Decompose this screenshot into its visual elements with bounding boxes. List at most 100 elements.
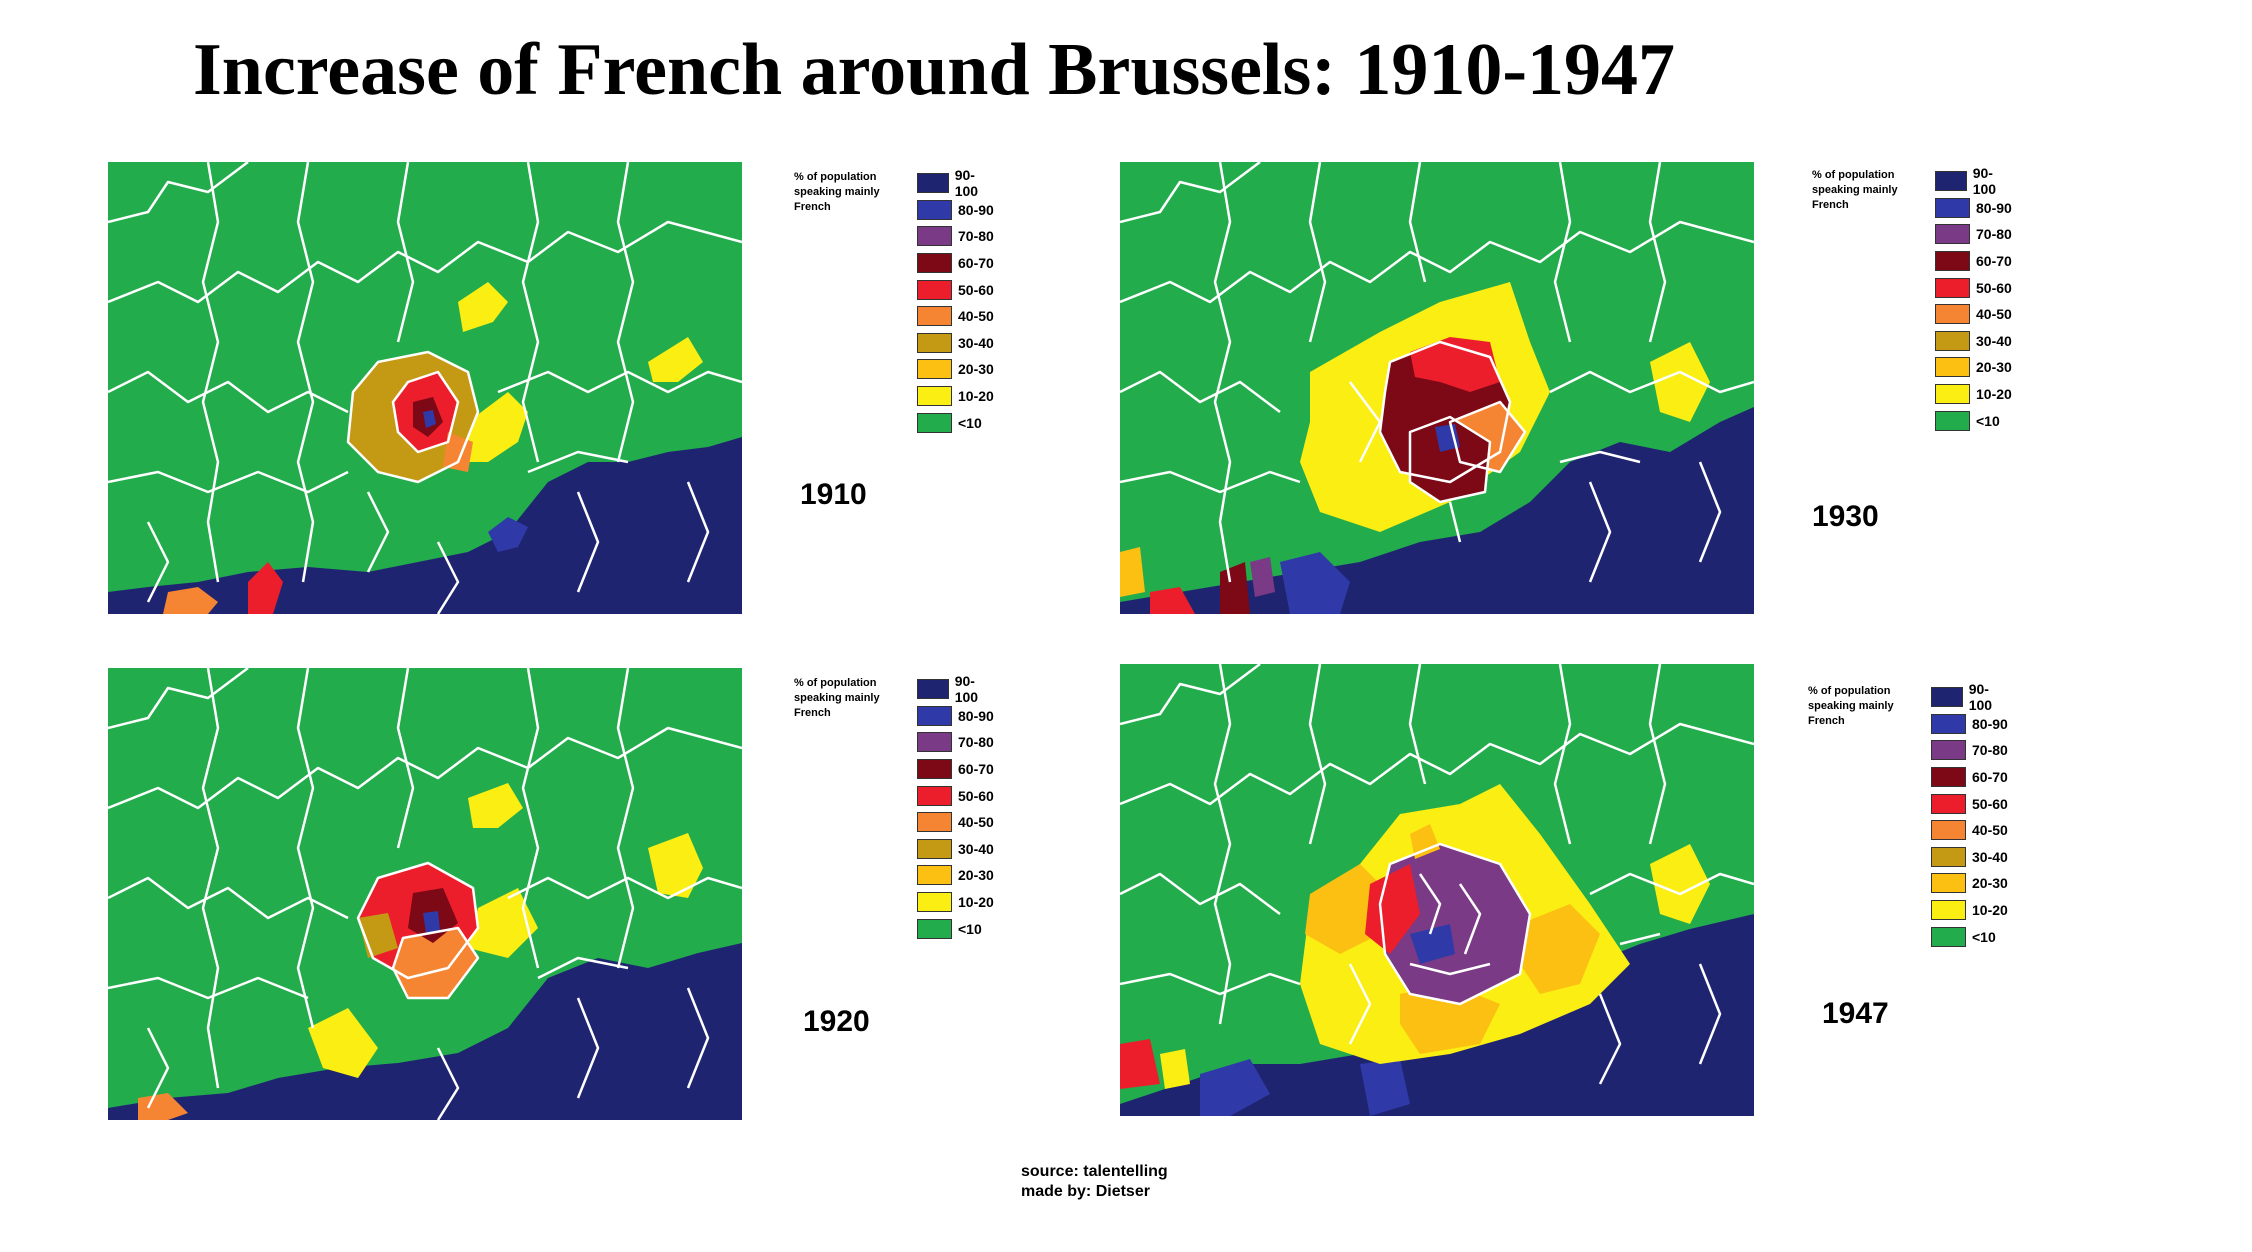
legend-item: 40-50 [1935,301,2012,328]
legend-swatch [917,812,952,833]
map-1930-svg [1120,162,1754,614]
municipal-borders [1120,664,1754,1085]
municipal-borders [1120,162,1754,583]
legend-1930: % of population speaking mainly French 9… [1812,165,2012,431]
legend-label: 10-20 [1972,902,2008,919]
legend-label: 80-90 [1972,715,2008,732]
legend-item: 10-20 [917,889,994,916]
legend-label: 90-100 [954,167,979,200]
region-yellow-north [468,783,523,828]
legend-swatch [1935,171,1967,192]
region-core [423,911,440,933]
legend-swatch [917,892,952,913]
legend-item: 60-70 [1935,248,2012,275]
legend-label: 90-100 [954,673,979,706]
region-purple-south [1250,557,1275,597]
legend-swatch [1935,330,1970,351]
legend-label: 50-60 [958,787,994,804]
legend-swatch [917,226,952,247]
legend-label: 50-60 [1976,279,2012,296]
legend-swatch [917,306,952,327]
legend-label: 50-60 [1972,795,2008,812]
legend-label: 50-60 [958,281,994,298]
map-1920 [108,668,742,1120]
legend-label: 80-90 [958,707,994,724]
legend-swatch [917,386,952,407]
region-yellow-east [458,392,528,462]
year-label-1910: 1910 [800,478,867,511]
year-label-1930: 1930 [1812,500,1879,533]
region-yellow-southwest [1160,1049,1190,1089]
legend-label: 10-20 [958,388,994,405]
region-center [1470,909,1520,949]
legend-item: 60-70 [917,250,994,277]
legend-item: <10 [1931,923,2008,950]
legend-item: 80-90 [1931,711,2008,738]
legend-item: 30-40 [1935,328,2012,355]
region-yellow-south [308,1008,378,1078]
legend-swatch [917,412,952,433]
legend-swatch [917,918,952,939]
year-label-1920: 1920 [803,1005,870,1038]
legend-swatch [917,838,952,859]
legend-label: 70-80 [1972,742,2008,759]
legend-item: <10 [917,915,994,942]
region-ring-2 [393,928,478,998]
region-blue-south [1280,552,1350,614]
legend-item: 70-80 [1931,737,2008,764]
region-navy-south [108,437,742,614]
legend-swatch [1935,304,1970,325]
legend-label: 30-40 [958,840,994,857]
legend-item: 10-20 [1931,897,2008,924]
legend-item: 90-100 [1931,681,2008,714]
region-yellow-far-east [648,833,703,898]
legend-item: 40-50 [917,809,994,836]
legend-item: 30-40 [917,330,994,357]
legend-item: 40-50 [1931,817,2008,844]
legend-swatch [917,785,952,806]
source-text: source: talentelling [1021,1163,1168,1180]
legend-item: 30-40 [1931,844,2008,871]
region-core [423,410,436,428]
legend-1910: % of population speaking mainly French 9… [794,167,994,433]
legend-item: 10-20 [1935,381,2012,408]
legend-swatch [917,173,949,194]
legend-label: 60-70 [958,761,994,778]
legend-item: 20-30 [1935,354,2012,381]
legend-label: 40-50 [958,814,994,831]
region-yellow-east [468,888,538,958]
legend-item: 90-100 [1935,165,2012,198]
region-yellow-far-east [1650,844,1710,924]
credits: source: talentelling made by: Dietser [1021,1162,1168,1202]
region-amber-south [1400,984,1500,1054]
legend-item: 70-80 [917,223,994,250]
legend-label: <10 [958,414,982,431]
legend-label: 70-80 [958,228,994,245]
legend-swatch [1931,820,1966,841]
legend-label: 90-100 [1968,681,1993,714]
legend-label: 20-30 [958,361,994,378]
legend-swatch [1935,410,1970,431]
legend-item: 40-50 [917,303,994,330]
legend-item: 70-80 [917,729,994,756]
legend-item: 30-40 [917,836,994,863]
legend-swatch [1935,384,1970,405]
legend-swatch [917,199,952,220]
legend-swatch [917,679,949,700]
region-ring-2 [1365,864,1420,954]
legend-caption: % of population speaking mainly French [794,171,880,213]
legend-item: 50-60 [1935,274,2012,301]
legend-label: 90-100 [1972,165,1997,198]
legend-item: 80-90 [1935,195,2012,222]
region-yellow-north [458,282,508,332]
legend-swatch [1931,767,1966,788]
legend-swatch [917,732,952,753]
legend-item: 50-60 [917,782,994,809]
legend-label: 30-40 [1972,848,2008,865]
region-blue-south [488,517,528,552]
region-ring-1 [1380,844,1530,1004]
legend-label: 40-50 [1972,822,2008,839]
legend-item: 50-60 [917,276,994,303]
legend-rows: 90-100 80-90 70-80 60-70 50-60 40-50 30-40 20-3… [1931,681,2008,950]
legend-swatch [1931,900,1966,921]
